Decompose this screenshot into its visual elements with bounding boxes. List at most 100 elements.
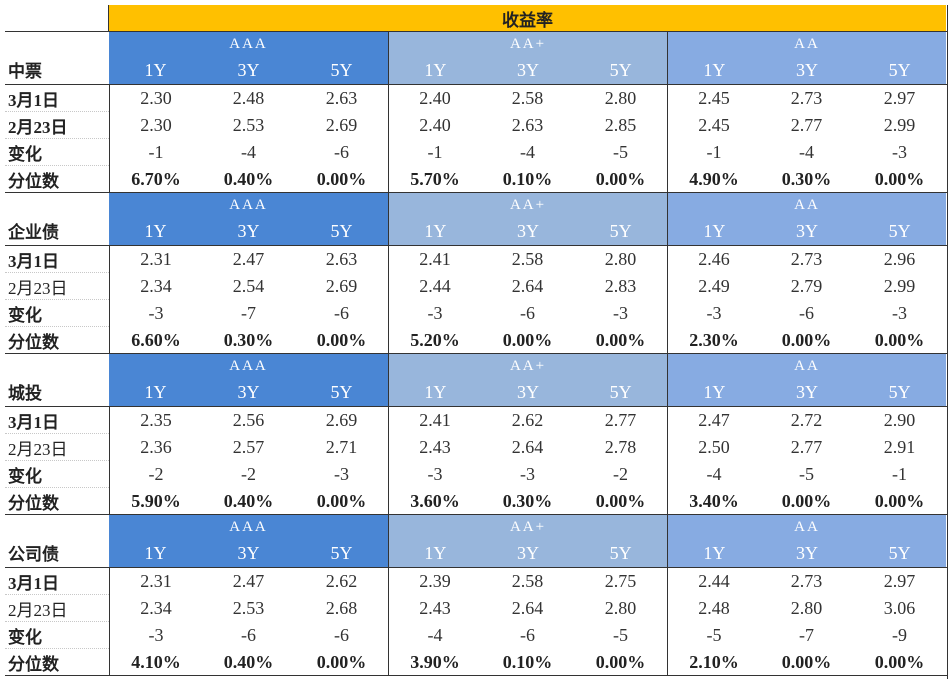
- value-cell: 2.48: [232, 88, 265, 108]
- tenor-label: 1Y: [424, 382, 447, 403]
- value-cell: 2.45: [667, 85, 760, 112]
- value-cell: 2.47: [232, 249, 265, 269]
- row-label: 3月1日: [5, 85, 109, 112]
- data-row: 3月1日 2.31 2.47 2.63 2.41 2.58 2.80 2.46 2.73 2.96: [5, 246, 947, 273]
- value-cell: 2.80: [790, 598, 823, 618]
- section-header-1: 中票 AAA 1Y 3Y 5Y AA+ 1Y 3Y 5Y AA 1Y 3Y 5Y: [5, 32, 947, 85]
- tenor-row: 1Y 3Y 5Y: [389, 219, 667, 245]
- value-cell: 2.39: [388, 568, 481, 595]
- value-cell: 0.00%: [502, 329, 553, 350]
- grade-block-1: AAA 1Y 3Y 5Y: [109, 32, 388, 84]
- value-cell: 0.00%: [874, 168, 925, 189]
- grade-block-2: AA+ 1Y 3Y 5Y: [388, 515, 667, 567]
- value-cell: 2.34: [109, 595, 202, 622]
- data-row: 变化 -3 -7 -6 -3 -6 -3 -3 -6 -3: [5, 300, 947, 327]
- data-row: 变化 -3 -6 -6 -4 -6 -5 -5 -7 -9: [5, 622, 947, 649]
- tenor-row: 1Y 3Y 5Y: [668, 541, 946, 567]
- value-cell: -5: [613, 625, 628, 645]
- grade-label: AAA: [229, 197, 268, 214]
- value-cell: 2.34: [109, 273, 202, 300]
- tenor-label: 1Y: [144, 382, 167, 403]
- tenor-label: 5Y: [888, 221, 911, 242]
- tenor-label: 5Y: [330, 543, 353, 564]
- value-cell: 2.58: [511, 249, 544, 269]
- value-cell: -3: [892, 142, 907, 162]
- title-corner-cell: [5, 5, 109, 31]
- value-cell: 5.70%: [388, 166, 481, 192]
- tenor-row: 1Y 3Y 5Y: [389, 58, 667, 84]
- table-title: 收益率: [109, 5, 946, 31]
- tenor-label: 1Y: [703, 382, 726, 403]
- value-cell: 0.00%: [781, 651, 832, 672]
- value-cell: 2.62: [511, 410, 544, 430]
- tenor-label: 3Y: [237, 221, 260, 242]
- row-label: 变化: [5, 461, 109, 488]
- value-cell: 2.63: [325, 88, 358, 108]
- tenor-label: 1Y: [144, 543, 167, 564]
- grade-label: AA: [794, 519, 820, 536]
- row-label: 2月23日: [5, 112, 109, 139]
- tenor-label: 1Y: [144, 221, 167, 242]
- tenor-label: 3Y: [237, 382, 260, 403]
- value-cell: 2.58: [511, 571, 544, 591]
- value-cell: -6: [334, 142, 349, 162]
- tenor-row: 1Y 3Y 5Y: [668, 58, 946, 84]
- value-cell: 2.44: [388, 273, 481, 300]
- tenor-label: 5Y: [330, 221, 353, 242]
- value-cell: 5.90%: [109, 488, 202, 514]
- data-row: 3月1日 2.35 2.56 2.69 2.41 2.62 2.77 2.47 2.72 2.90: [5, 407, 947, 434]
- grade-block-3: AA 1Y 3Y 5Y: [667, 193, 946, 245]
- value-cell: -6: [799, 303, 814, 323]
- value-cell: 0.00%: [595, 490, 646, 511]
- section-name: 公司债: [8, 545, 59, 564]
- value-cell: -3: [334, 464, 349, 484]
- value-cell: -1: [892, 464, 907, 484]
- value-cell: 2.31: [109, 568, 202, 595]
- value-cell: 0.10%: [502, 168, 553, 189]
- value-cell: -6: [520, 303, 535, 323]
- value-cell: -4: [667, 461, 760, 488]
- data-row: 3月1日 2.30 2.48 2.63 2.40 2.58 2.80 2.45 2.73 2.97: [5, 85, 947, 112]
- data-row: 2月23日 2.30 2.53 2.69 2.40 2.63 2.85 2.45 2.77 2.9…: [5, 112, 947, 139]
- value-cell: 2.53: [232, 115, 265, 135]
- value-cell: 0.00%: [316, 651, 367, 672]
- grade-label: AA: [794, 197, 820, 214]
- value-cell: -1: [109, 139, 202, 166]
- value-cell: -2: [613, 464, 628, 484]
- value-cell: 2.80: [604, 249, 637, 269]
- row-label: 3月1日: [5, 407, 109, 434]
- tenor-row: 1Y 3Y 5Y: [389, 541, 667, 567]
- tenor-label: 1Y: [703, 221, 726, 242]
- value-cell: -4: [520, 142, 535, 162]
- value-cell: -4: [388, 622, 481, 649]
- row-label: 3月1日: [5, 246, 109, 273]
- value-cell: -3: [667, 300, 760, 327]
- grade-block-2: AA+ 1Y 3Y 5Y: [388, 193, 667, 245]
- grade-block-1: AAA 1Y 3Y 5Y: [109, 354, 388, 406]
- tenor-label: 5Y: [888, 382, 911, 403]
- value-cell: 2.45: [667, 112, 760, 139]
- value-cell: 2.57: [232, 437, 265, 457]
- value-cell: 2.79: [790, 276, 823, 296]
- value-cell: 0.00%: [781, 329, 832, 350]
- data-row: 分位数 6.70% 0.40% 0.00% 5.70% 0.10% 0.00% 4.90% 0.…: [5, 166, 947, 193]
- grade-label: AAA: [229, 358, 268, 375]
- value-cell: 2.31: [109, 246, 202, 273]
- value-cell: -5: [667, 622, 760, 649]
- value-cell: 2.41: [388, 407, 481, 434]
- value-cell: 2.68: [325, 598, 358, 618]
- value-cell: 2.30: [109, 112, 202, 139]
- value-cell: 2.77: [790, 115, 823, 135]
- tenor-label: 1Y: [144, 60, 167, 81]
- value-cell: 2.58: [511, 88, 544, 108]
- data-row: 分位数 5.90% 0.40% 0.00% 3.60% 0.30% 0.00% 3.40% 0.…: [5, 488, 947, 515]
- value-cell: 2.62: [325, 571, 358, 591]
- value-cell: 2.43: [388, 434, 481, 461]
- value-cell: 2.10%: [667, 649, 760, 675]
- value-cell: 2.73: [790, 249, 823, 269]
- value-cell: 6.70%: [109, 166, 202, 192]
- value-cell: 2.96: [883, 249, 916, 269]
- value-cell: -4: [799, 142, 814, 162]
- value-cell: 2.64: [511, 437, 544, 457]
- tenor-row: 1Y 3Y 5Y: [389, 380, 667, 406]
